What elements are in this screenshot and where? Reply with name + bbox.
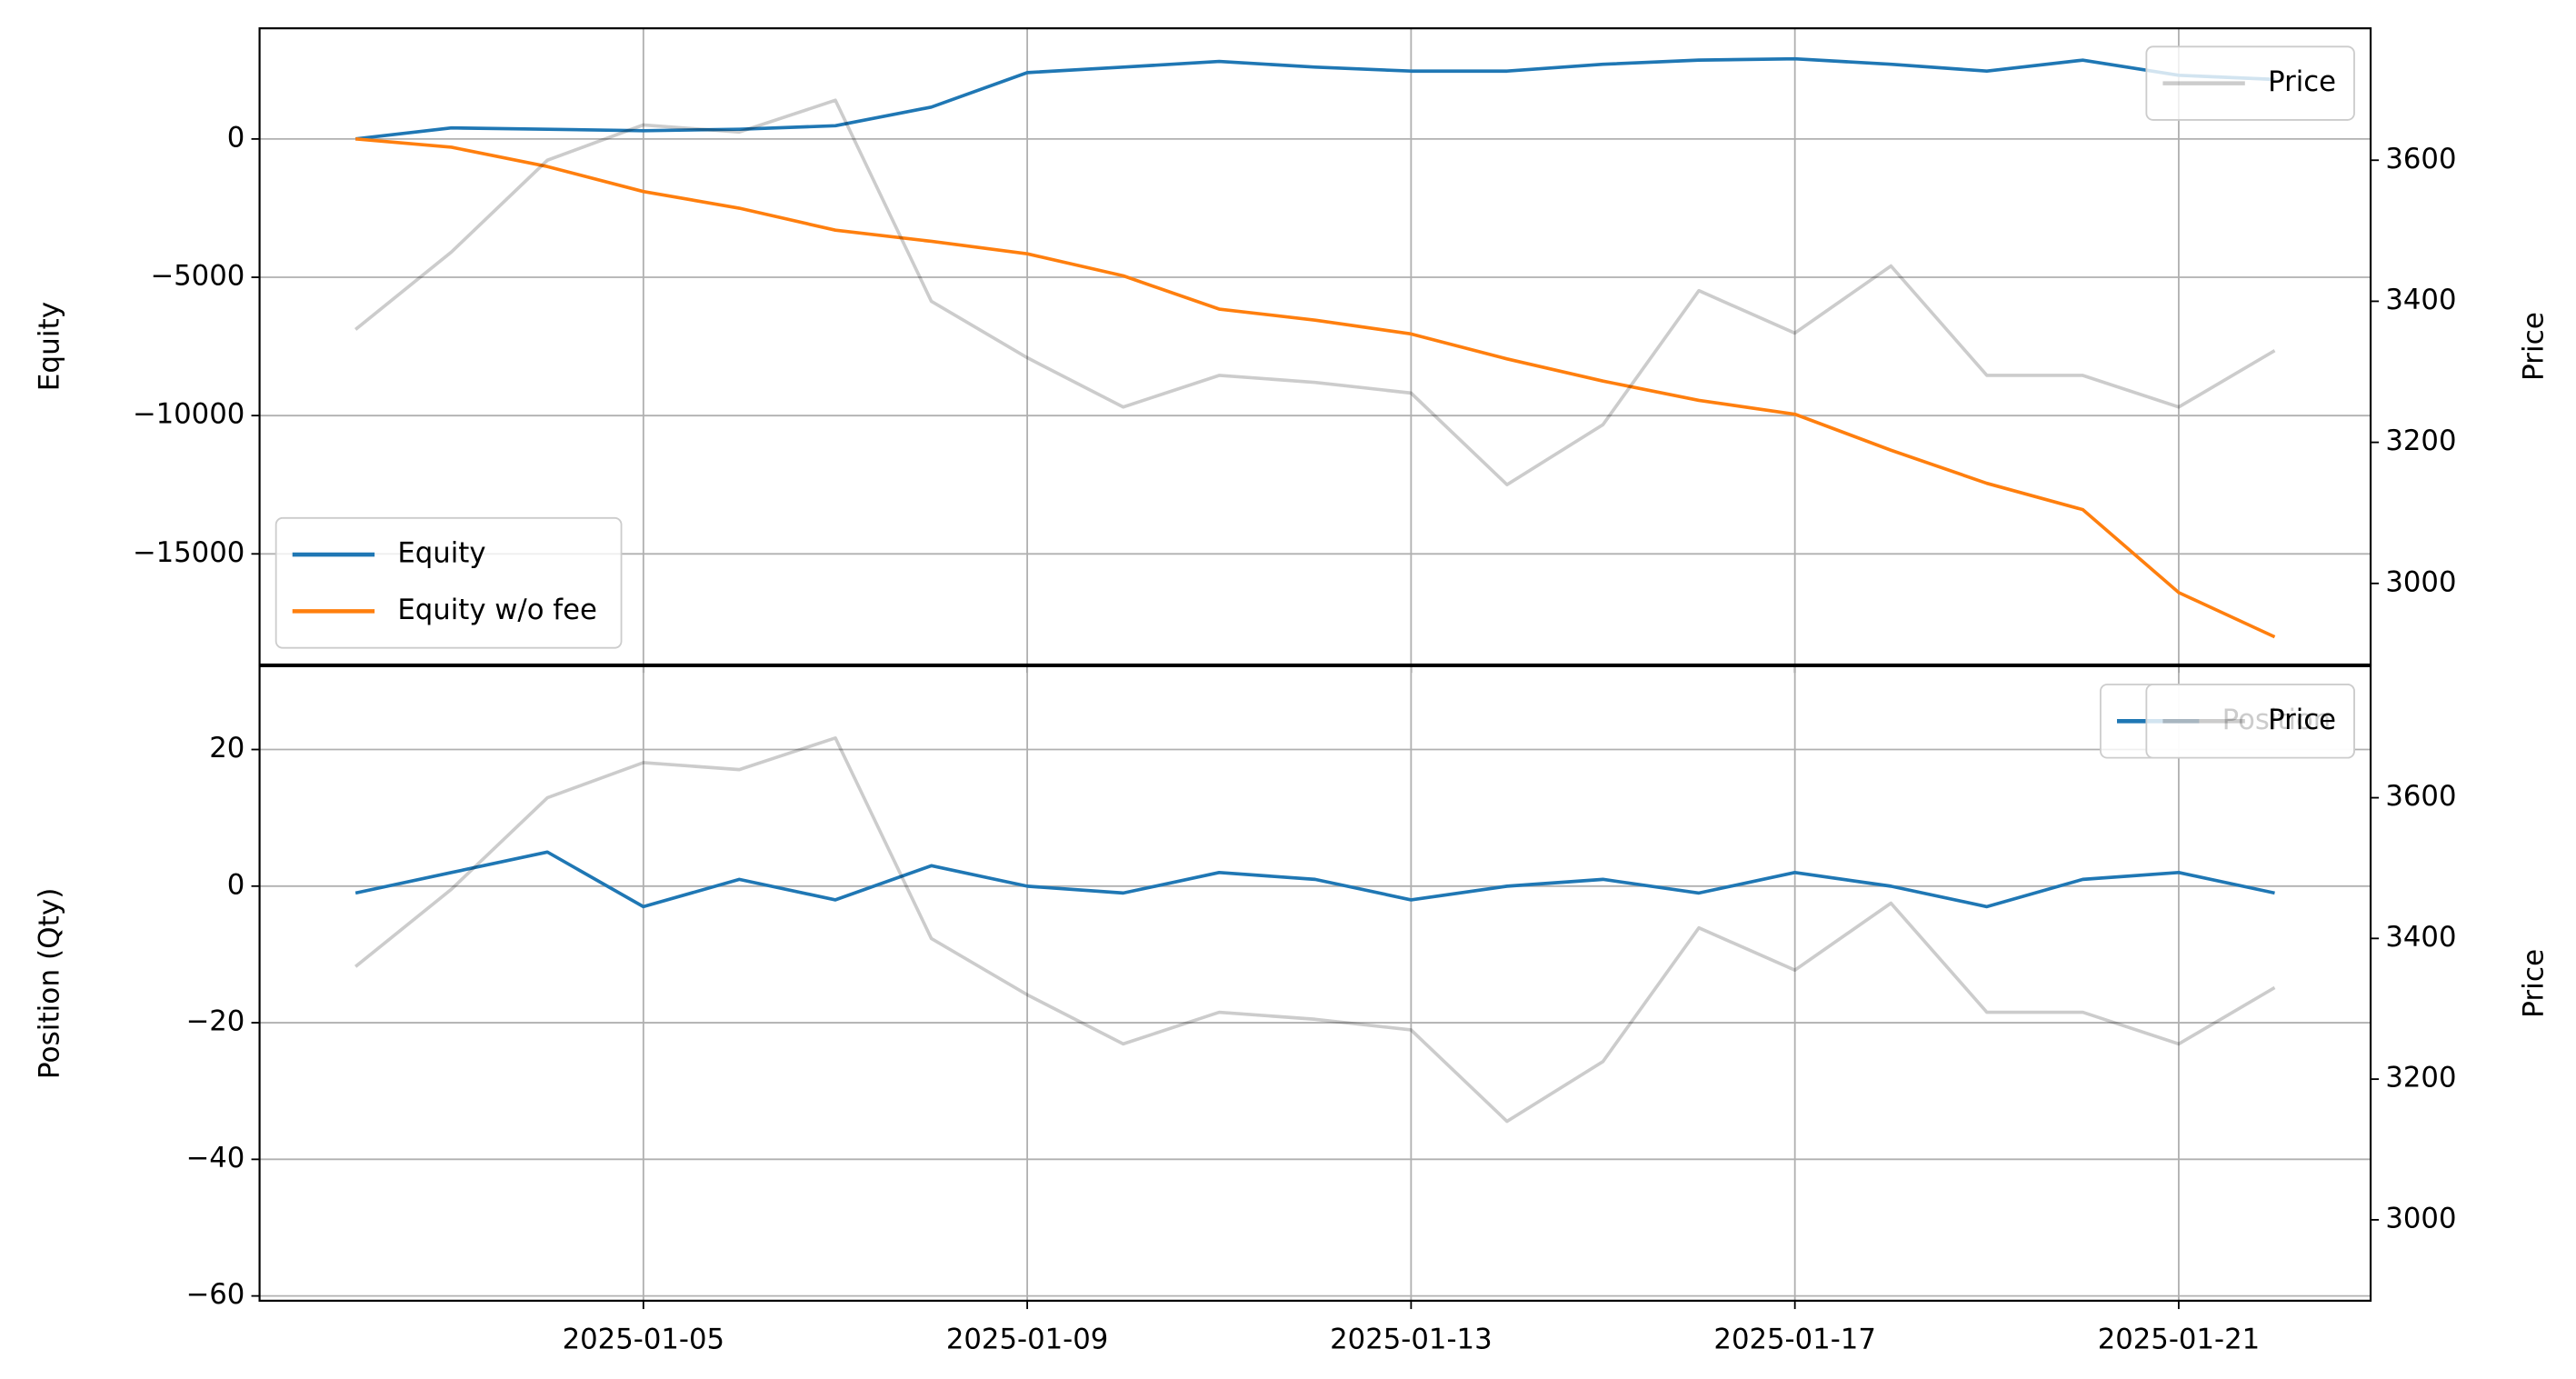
x-tick-label: 2025-01-21: [2098, 1323, 2260, 1355]
line-series: [354, 850, 2275, 909]
y-tick-label: −40: [185, 1142, 245, 1174]
y-tick-label: −20: [185, 1004, 245, 1037]
y2-tick-label: 3400: [2385, 284, 2456, 316]
y-axis-label: Position (Qty): [34, 888, 66, 1080]
y-tick-label: −60: [185, 1278, 245, 1311]
y-tick-label: 0: [227, 868, 245, 901]
y2-tick-label: 3600: [2385, 143, 2456, 175]
legend-label: Price: [2268, 704, 2336, 736]
legend-box: [2145, 684, 2355, 759]
plot-frame: [258, 27, 2372, 666]
plot-frame: [258, 665, 2372, 1302]
y2-tick-label: 3600: [2385, 780, 2456, 813]
x-tick-label: 2025-01-05: [563, 1323, 724, 1355]
y2-tick-label: 3200: [2385, 1061, 2456, 1094]
y-axis-label: Equity: [34, 302, 66, 391]
y2-tick-label: 3400: [2385, 921, 2456, 954]
x-tick-label: 2025-01-17: [1713, 1323, 1875, 1355]
line-series: [354, 56, 2275, 141]
y2-axis-label: Price: [2517, 949, 2550, 1018]
x-tick-label: 2025-01-09: [946, 1323, 1108, 1355]
y-tick-label: −10000: [133, 398, 245, 431]
y2-tick-label: 3000: [2385, 565, 2456, 598]
y2-tick-label: 3000: [2385, 1202, 2456, 1234]
y2-tick-label: 3200: [2385, 425, 2456, 457]
x-tick-label: 2025-01-13: [1330, 1323, 1492, 1355]
legend-label: Equity w/o fee: [397, 594, 596, 626]
legend-box: [275, 516, 623, 649]
y-tick-label: −15000: [133, 536, 245, 569]
y-tick-label: 0: [227, 121, 245, 154]
line-series: [354, 136, 2276, 639]
y2-axis-label: Price: [2517, 312, 2550, 381]
line-series: [354, 735, 2276, 1124]
y-tick-label: 20: [209, 732, 245, 764]
legend-box: [2145, 45, 2355, 121]
legend-label: Price: [2268, 65, 2336, 98]
y-tick-label: −5000: [150, 259, 245, 292]
legend-label: Equity: [397, 536, 485, 569]
line-series: [354, 98, 2276, 486]
